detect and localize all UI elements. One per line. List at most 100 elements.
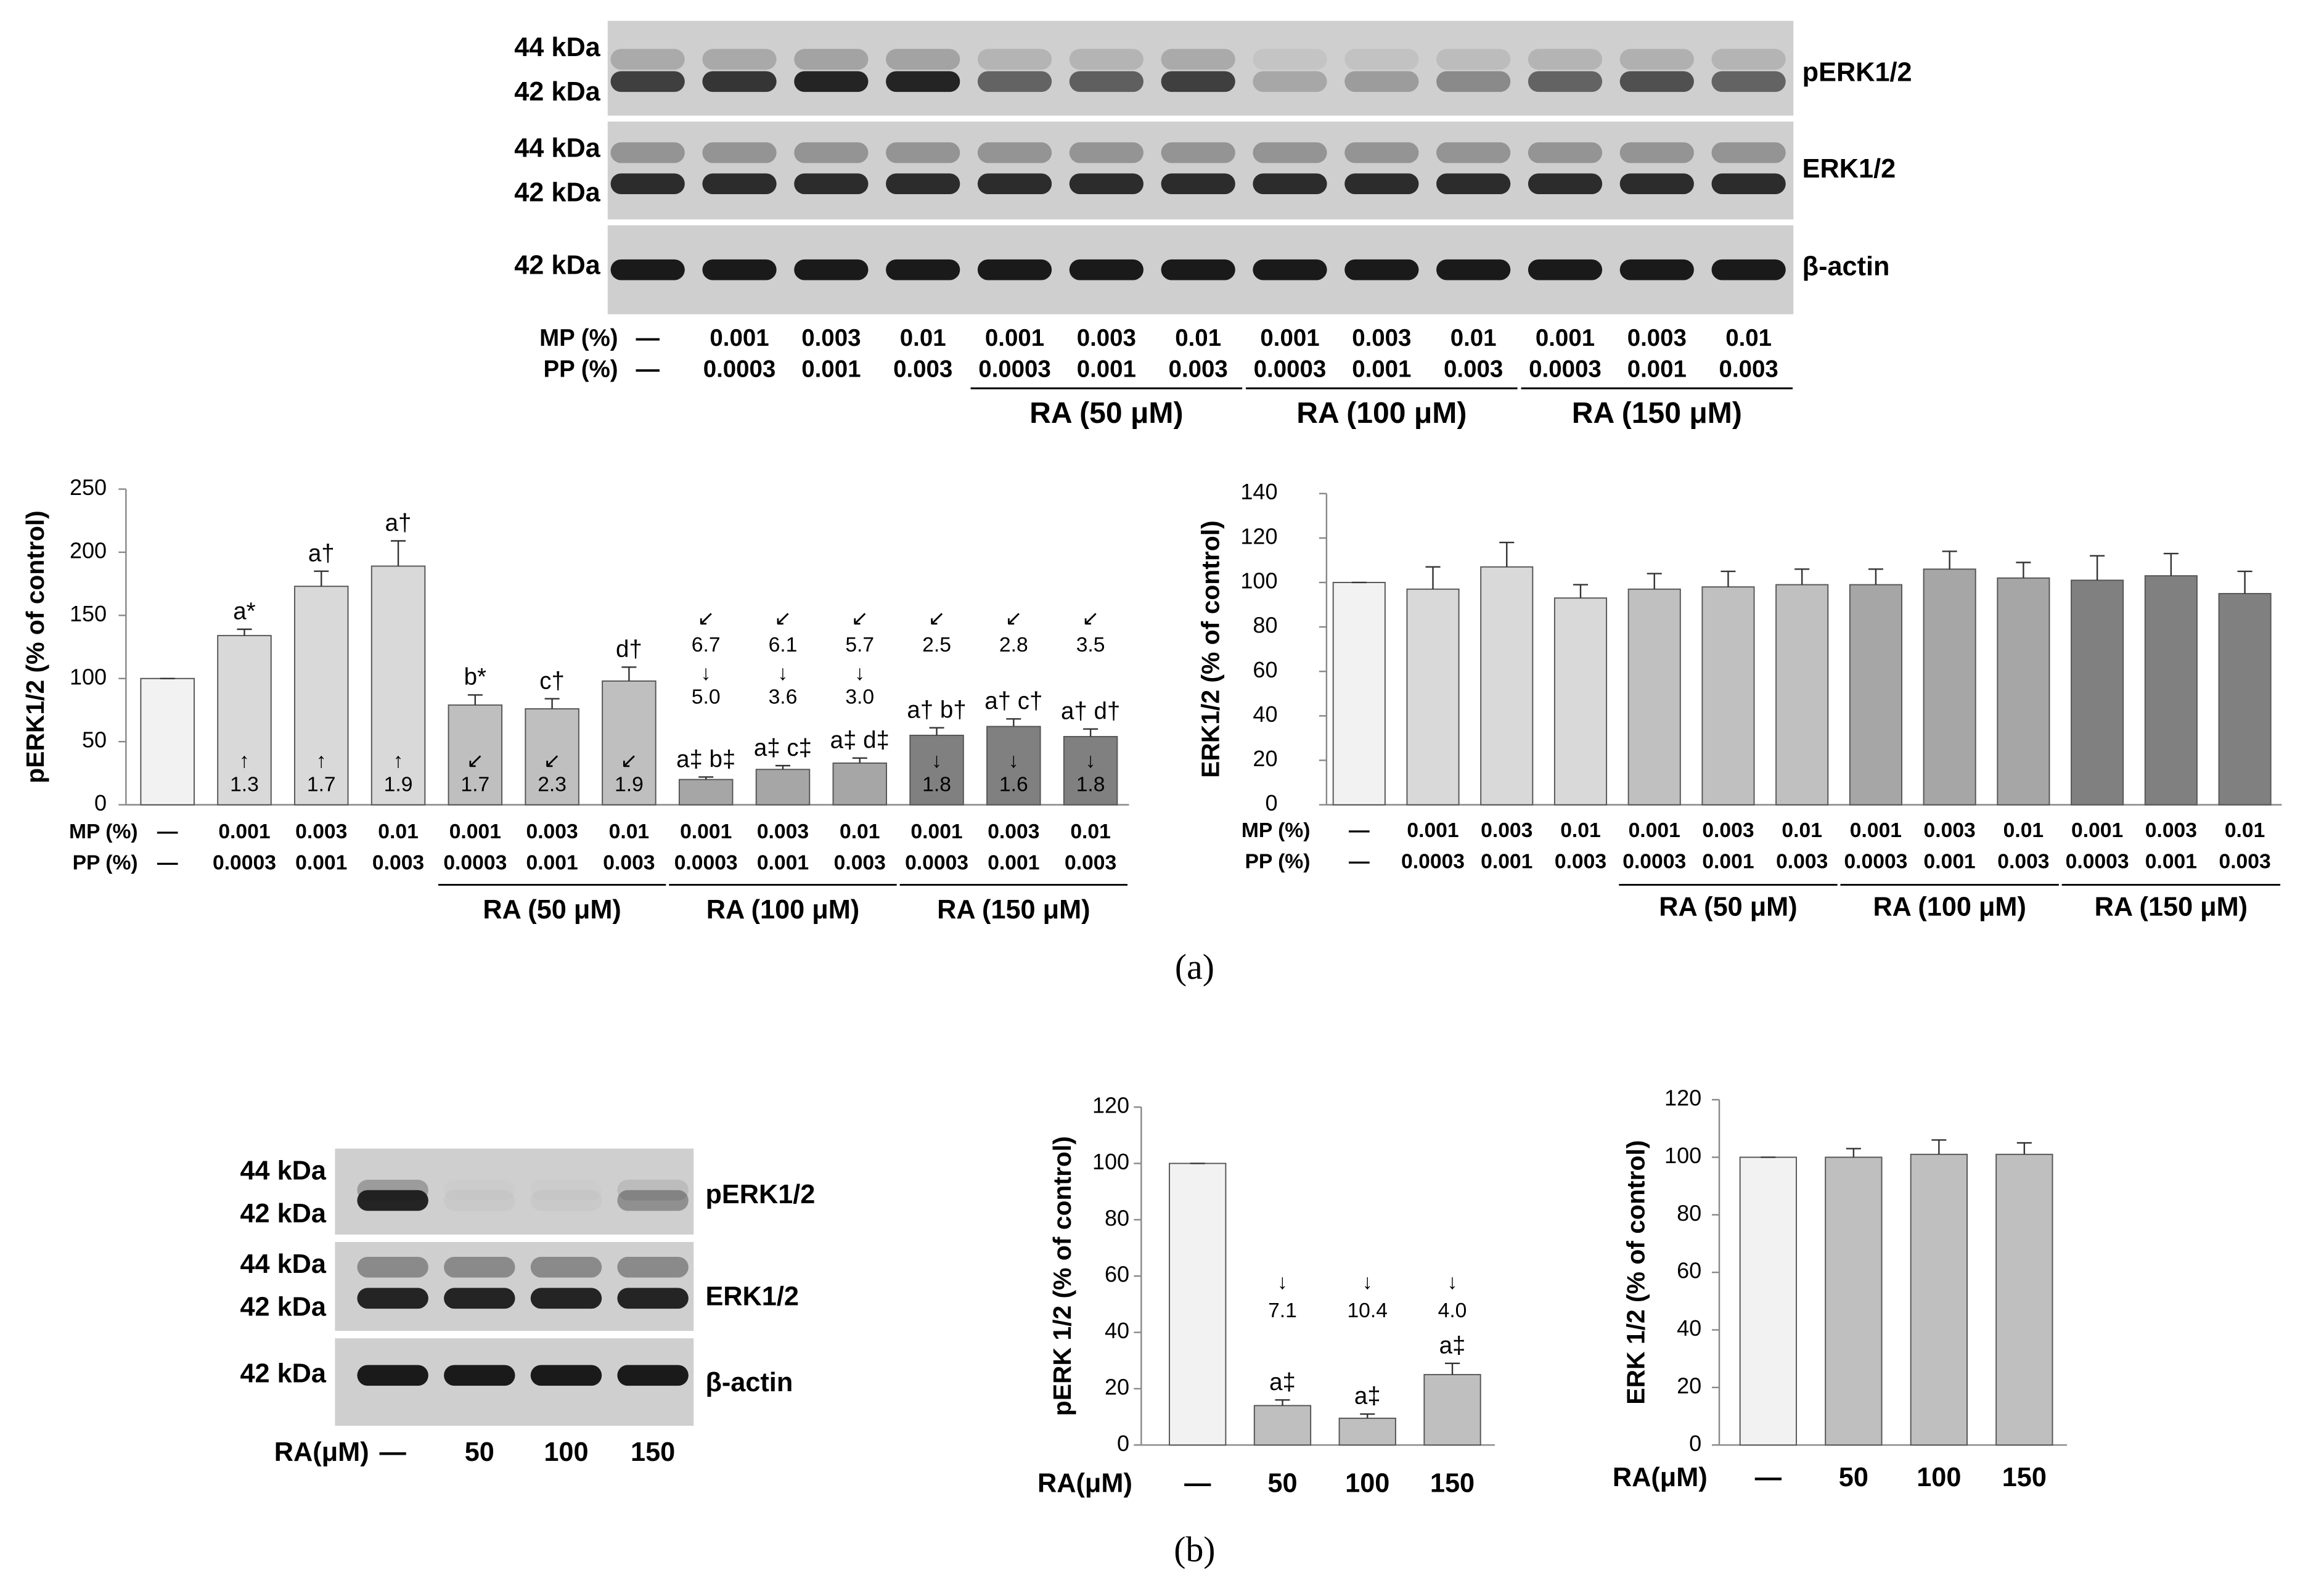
row-value: 0.01 — [900, 325, 946, 351]
row-value: 0.001 — [218, 820, 270, 843]
significance-label: a‡ — [1439, 1333, 1466, 1359]
blot-band — [357, 1190, 428, 1211]
y-tick-label: 120 — [1240, 523, 1277, 549]
group-label: RA (100 μM) — [1873, 892, 2026, 922]
blot-band — [702, 173, 777, 195]
blot-band — [617, 1288, 689, 1309]
row-value: 0.003 — [1481, 819, 1532, 842]
category-label: 150 — [631, 1437, 675, 1467]
y-tick-label: 60 — [1677, 1258, 1701, 1283]
fold-annotation: 1.8 — [922, 773, 951, 796]
blot-band — [1436, 71, 1511, 92]
blot-band — [977, 71, 1052, 92]
row-value: 0.001 — [1077, 356, 1136, 382]
bar — [1739, 1156, 1798, 1446]
significance-label: a* — [233, 599, 255, 625]
row-value: 0.003 — [2145, 819, 2197, 842]
category-label: 50 — [1839, 1463, 1868, 1492]
row-value: 0.001 — [2071, 819, 2123, 842]
fold-annotation: 1.9 — [615, 773, 644, 796]
row-value: 0.001 — [1352, 356, 1411, 382]
bar — [2071, 579, 2124, 806]
fold-annotation: ↓ — [854, 662, 865, 685]
fold-annotation: ↓ — [1362, 1271, 1373, 1294]
bar — [986, 725, 1041, 806]
row-value: 0.003 — [526, 820, 578, 843]
bar — [525, 708, 579, 806]
blot-band — [702, 259, 777, 280]
blot-name: pERK1/2 — [705, 1180, 815, 1209]
row-value: 0.003 — [893, 356, 952, 382]
blot-band — [610, 71, 685, 92]
row-label: MP (%) — [69, 820, 138, 843]
category-label: 50 — [1267, 1469, 1297, 1498]
row-value: 0.003 — [1555, 850, 1606, 873]
x-axis-label: RA(μM) — [1613, 1463, 1708, 1492]
group-label: RA (100 μM) — [706, 895, 859, 925]
significance-label: a‡ — [1354, 1383, 1381, 1410]
blot-band — [794, 173, 869, 195]
blot-band — [617, 1256, 689, 1278]
row-value: 0.0003 — [443, 852, 507, 875]
row-value: 0.003 — [988, 820, 1039, 843]
blot-band — [886, 142, 960, 163]
row-value: 0.01 — [1725, 325, 1772, 351]
significance-label: a† b† — [907, 697, 966, 723]
x-axis-label: RA(μM) — [274, 1437, 369, 1467]
blot-band — [617, 1190, 689, 1211]
kda-label: 44 kDa — [514, 133, 600, 163]
fold-annotation: ↙ — [774, 607, 792, 630]
blot-band — [886, 259, 960, 280]
fold-annotation: ↑ — [239, 750, 250, 772]
fold-annotation: ↓ — [701, 662, 711, 685]
blot-band — [610, 259, 685, 280]
blot-name: ERK1/2 — [1802, 154, 1896, 184]
fold-annotation: ↓ — [1086, 750, 1096, 772]
y-tick-label: 60 — [1253, 657, 1277, 682]
blot-band — [1528, 173, 1603, 195]
bar — [602, 680, 657, 806]
row-value: 0.0003 — [674, 852, 738, 875]
row-value: 0.01 — [1450, 325, 1497, 351]
row-value: 0.003 — [1997, 850, 2049, 873]
row-value: 0.001 — [910, 820, 962, 843]
row-value: 0.0003 — [1401, 850, 1465, 873]
fold-annotation: ↙ — [1082, 607, 1099, 630]
kda-label: 44 kDa — [240, 1156, 326, 1185]
row-value: 0.003 — [801, 325, 861, 351]
category-label: 100 — [544, 1437, 588, 1467]
blot-band — [1711, 142, 1786, 163]
blot-band — [610, 49, 685, 70]
blot-band — [1069, 142, 1144, 163]
fold-annotation: 5.7 — [845, 634, 874, 656]
bar — [217, 635, 272, 806]
blot-band — [1436, 49, 1511, 70]
kda-label: 44 kDa — [240, 1249, 326, 1279]
bar — [909, 734, 964, 806]
blot-band — [444, 1365, 515, 1386]
kda-label: 42 kDa — [514, 250, 600, 280]
blot-band — [530, 1365, 602, 1386]
row-value: — — [157, 852, 178, 875]
blot-band — [1619, 49, 1694, 70]
row-value: 0.001 — [988, 852, 1039, 875]
row-value: 0.003 — [1065, 852, 1116, 875]
panel-label: (a) — [1175, 948, 1214, 987]
bar — [1997, 577, 2050, 806]
blot-band — [886, 173, 960, 195]
row-value: 0.003 — [603, 852, 655, 875]
y-tick-label: 100 — [1664, 1143, 1701, 1168]
row-value: 0.003 — [1924, 819, 1976, 842]
y-tick-label: 120 — [1664, 1085, 1701, 1111]
blot-band — [1161, 49, 1235, 70]
fold-annotation: 2.3 — [538, 773, 567, 796]
fold-annotation: 2.8 — [999, 634, 1028, 656]
y-tick-label: 140 — [1240, 479, 1277, 504]
significance-label: a‡ c‡ — [754, 735, 812, 761]
blot-band — [357, 1288, 428, 1309]
y-axis-label: pERK 1/2 (% of control) — [1048, 1136, 1076, 1416]
fold-annotation: ↙ — [928, 607, 945, 630]
bar — [1825, 1156, 1883, 1446]
fold-annotation: 5.0 — [692, 685, 721, 708]
y-tick-label: 0 — [1689, 1431, 1701, 1456]
